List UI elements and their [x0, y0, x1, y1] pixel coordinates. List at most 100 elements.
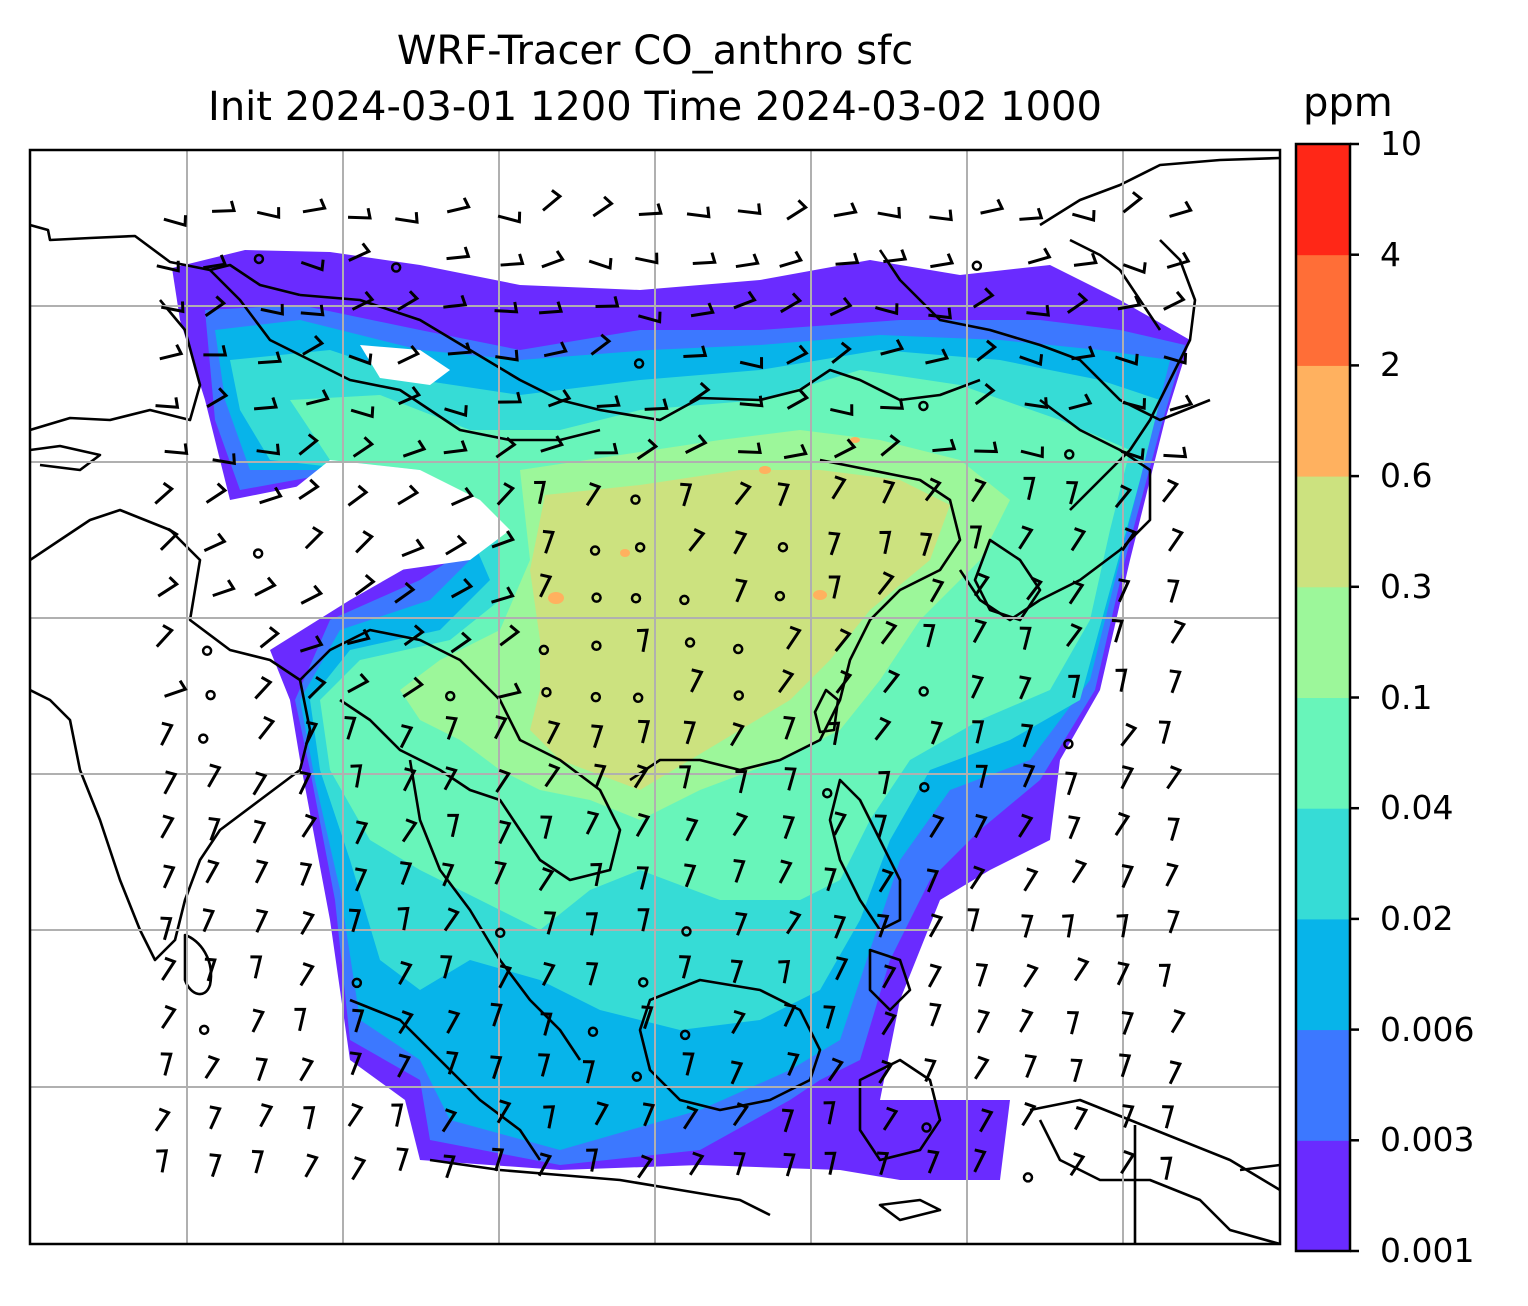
wind-barb	[496, 1099, 512, 1124]
wind-barb	[1158, 720, 1171, 744]
wind-barb	[882, 964, 897, 989]
colorbar-swatch	[1296, 918, 1350, 1031]
wind-barb	[929, 813, 945, 838]
wind-barb	[398, 385, 422, 406]
wind-barb	[735, 770, 748, 794]
wind-barb	[445, 534, 468, 556]
wind-barb	[537, 1152, 553, 1177]
wind-barb	[401, 538, 425, 558]
field-gap	[360, 345, 450, 385]
wind-barb	[402, 439, 427, 458]
colorbar-swatch	[1296, 808, 1350, 920]
wind-barb	[1024, 397, 1049, 410]
wind-barb	[304, 720, 319, 745]
wind-barb	[689, 381, 711, 404]
wind-barb	[1069, 1152, 1086, 1177]
wind-barb	[203, 532, 227, 552]
wind-barb	[1111, 618, 1124, 643]
wind-barb	[835, 956, 849, 981]
wind-barb	[498, 820, 512, 845]
wind-barb	[354, 573, 376, 596]
wind-barb	[494, 715, 508, 740]
wind-barb	[402, 676, 425, 698]
calm-wind-circle	[351, 977, 363, 989]
wind-barb	[636, 628, 649, 653]
wind-barb	[490, 1002, 503, 1027]
wind-barb	[1116, 914, 1129, 938]
wind-barb	[585, 482, 602, 507]
wind-barb	[591, 724, 604, 749]
wind-barb	[395, 211, 419, 224]
wind-barb	[1073, 252, 1098, 267]
wind-barb	[442, 862, 455, 887]
wind-barb	[299, 635, 324, 653]
wind-barb	[163, 215, 188, 228]
wind-barb	[500, 253, 525, 267]
wind-barb	[975, 764, 988, 789]
wind-barb	[443, 440, 468, 455]
wind-barb	[299, 962, 315, 987]
wind-barb	[495, 436, 517, 459]
wind-barb	[351, 290, 375, 311]
calm-wind-circle	[684, 637, 696, 648]
colorbar-tick-label: 2	[1380, 345, 1401, 385]
wind-barb	[212, 579, 236, 598]
calm-wind-circle	[390, 262, 402, 273]
wind-barb	[972, 618, 988, 644]
wind-barb	[970, 525, 983, 549]
wind-barb	[497, 682, 522, 699]
wind-barb	[300, 584, 324, 605]
wind-barb	[397, 484, 420, 506]
wind-barb	[305, 389, 330, 406]
wind-barb	[540, 435, 565, 453]
wind-barb	[498, 391, 522, 404]
wind-barb	[920, 532, 933, 557]
co-tracer-field	[172, 250, 1190, 1180]
wind-barb	[582, 1060, 595, 1084]
wind-barb	[495, 768, 511, 793]
wind-barb	[586, 912, 598, 936]
wind-barb	[1067, 1011, 1080, 1035]
calm-wind-circle	[591, 592, 602, 603]
wind-barb	[679, 955, 692, 979]
wind-barb	[206, 387, 229, 408]
wind-barb	[401, 818, 418, 843]
wind-barb	[205, 482, 228, 504]
wind-barb	[928, 913, 944, 938]
wind-barb	[259, 626, 281, 649]
wind-barb	[450, 631, 472, 654]
calm-wind-circle	[205, 689, 216, 701]
wind-barb	[833, 914, 847, 939]
wind-barb	[397, 344, 421, 365]
wind-barb	[830, 404, 854, 417]
wind-barb	[980, 198, 1005, 215]
field-level-6	[530, 470, 950, 790]
wind-barb	[642, 1102, 656, 1127]
wind-barb	[923, 623, 936, 648]
colorbar-tick-label: 0.003	[1380, 1120, 1475, 1160]
wind-barb	[930, 720, 944, 745]
wind-barb	[828, 531, 841, 556]
wind-barbs	[154, 189, 1194, 1183]
wind-barb	[1158, 963, 1171, 988]
wind-barb	[252, 819, 267, 844]
wind-barb	[739, 395, 764, 408]
calm-wind-circle	[198, 733, 209, 744]
wind-barb	[1122, 262, 1147, 275]
wind-barb	[204, 957, 217, 982]
calm-wind-circle	[1022, 1172, 1034, 1183]
wind-barb	[1114, 353, 1139, 366]
colorbar-tick-label: 0.04	[1380, 788, 1454, 828]
field-hotspot	[759, 466, 771, 474]
wind-barb	[446, 197, 471, 214]
wind-barb	[538, 1053, 551, 1077]
wind-barb	[254, 859, 269, 884]
calm-wind-circle	[633, 358, 645, 369]
wind-barb	[594, 763, 607, 788]
wind-barb	[1169, 200, 1193, 218]
wind-barb	[1170, 619, 1187, 644]
wind-barb	[1160, 1156, 1173, 1181]
wind-barb	[738, 442, 762, 455]
colorbar-tick-label: 0.02	[1380, 898, 1454, 938]
wind-barb	[877, 571, 895, 596]
